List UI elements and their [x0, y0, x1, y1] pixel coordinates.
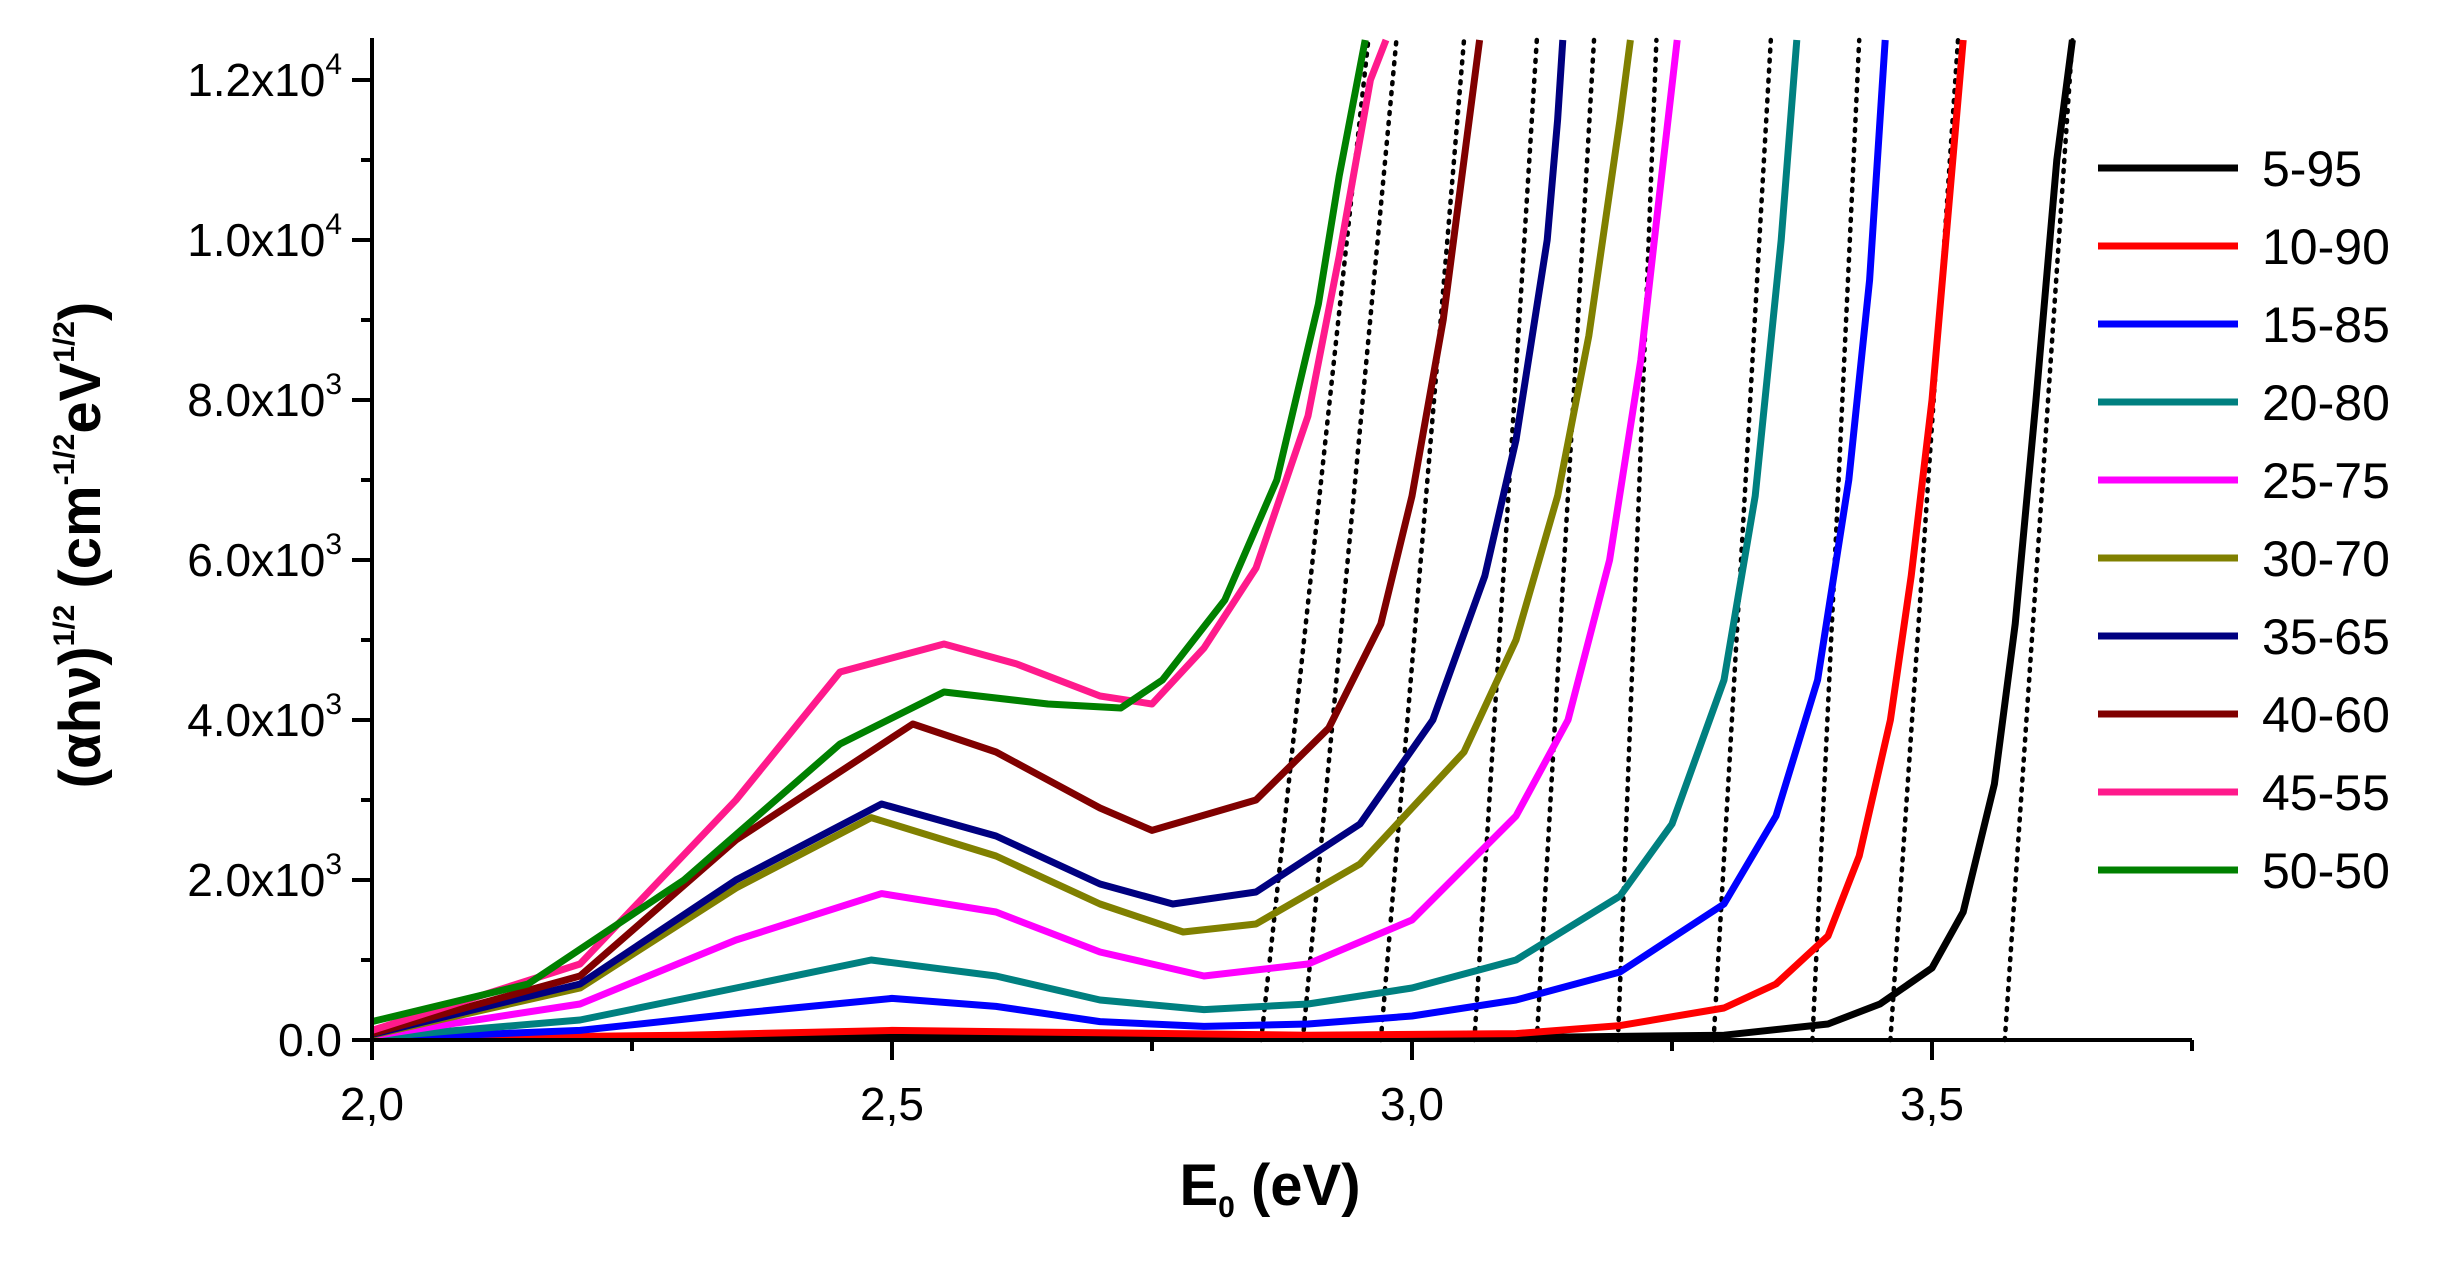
- legend-label: 25-75: [2262, 453, 2390, 509]
- extrapolation-line-7: [1711, 37, 1774, 1043]
- y-tick-label: 0.0: [278, 1014, 342, 1066]
- axes: 2,0 2,5 3,0 3,5 0.0 2.0x103 4.0x103 6.0x103 8.0x…: [187, 38, 2194, 1130]
- legend-item-35-65: 35-65: [2098, 609, 2390, 665]
- series-line-40-60: [372, 39, 1484, 1037]
- legend-label: 30-70: [2262, 531, 2390, 587]
- extrapolation-line-6: [1615, 37, 1659, 1043]
- legend-item-20-80: 20-80: [2098, 375, 2390, 431]
- series-line-20-80: [372, 39, 1801, 1040]
- legend-label: 40-60: [2262, 687, 2390, 743]
- x-tick-label: 2,0: [340, 1078, 404, 1130]
- legend-item-15-85: 15-85: [2098, 297, 2390, 353]
- extrapolation-line-10: [2002, 37, 2075, 1043]
- legend-label: 20-80: [2262, 375, 2390, 431]
- legend-item-5-95: 5-95: [2098, 141, 2362, 197]
- legend: 5-95 10-90 15-85 20-80 25-75 30-70 35-65 40-60 4…: [2098, 141, 2390, 899]
- series-line-10-90: [372, 39, 1967, 1040]
- x-tick-label: 2,5: [860, 1078, 924, 1130]
- y-tick-label: 4.0x103: [187, 688, 342, 746]
- extrapolation-line-5: [1534, 37, 1597, 1043]
- y-tick-label: 6.0x103: [187, 528, 342, 586]
- extrapolation-line-2: [1300, 37, 1399, 1043]
- series-line-45-55: [372, 38, 1390, 1034]
- series-line-35-65: [372, 39, 1567, 1038]
- legend-label: 5-95: [2262, 141, 2362, 197]
- series-line-25-75: [372, 39, 1681, 1040]
- series-layer: [372, 38, 2076, 1040]
- legend-item-10-90: 10-90: [2098, 219, 2390, 275]
- x-tick-label: 3,0: [1380, 1078, 1444, 1130]
- legend-label: 35-65: [2262, 609, 2390, 665]
- y-tick-label: 8.0x103: [187, 368, 342, 426]
- legend-item-45-55: 45-55: [2098, 765, 2390, 821]
- x-tick-label: 3,5: [1900, 1078, 1964, 1130]
- series-line-30-70: [372, 39, 1634, 1039]
- extrapolation-line-3: [1378, 37, 1467, 1043]
- legend-item-50-50: 50-50: [2098, 843, 2390, 899]
- series-line-5-95: [372, 39, 2076, 1040]
- legend-label: 45-55: [2262, 765, 2390, 821]
- legend-item-40-60: 40-60: [2098, 687, 2390, 743]
- legend-label: 10-90: [2262, 219, 2390, 275]
- extrapolation-line-4: [1472, 37, 1540, 1043]
- y-tick-label: 1.2x104: [187, 48, 342, 106]
- legend-item-30-70: 30-70: [2098, 531, 2390, 587]
- series-line-50-50: [372, 39, 1369, 1026]
- legend-label: 15-85: [2262, 297, 2390, 353]
- legend-label: 50-50: [2262, 843, 2390, 899]
- y-tick-label: 1.0x104: [187, 208, 342, 266]
- extrapolation-line-8: [1810, 37, 1862, 1043]
- series-line-15-85: [372, 39, 1889, 1040]
- x-axis-title: E0 (eV): [1179, 1153, 1360, 1224]
- legend-item-25-75: 25-75: [2098, 453, 2390, 509]
- y-axis-title: (αhν)1/2 (cm-1/2eV1/2): [48, 302, 113, 789]
- extrapolation-line-9: [1888, 37, 1961, 1043]
- y-tick-label: 2.0x103: [187, 848, 342, 906]
